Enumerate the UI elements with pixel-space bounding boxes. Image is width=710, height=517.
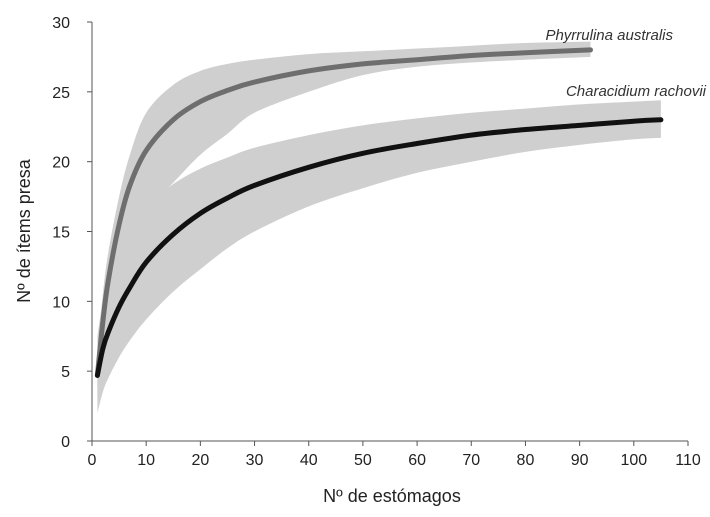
x-tick-label: 70 [462, 452, 480, 469]
series-line-characidium-rachovii [94, 117, 664, 378]
y-tick-label: 0 [61, 434, 70, 451]
x-tick-label: 30 [246, 452, 264, 469]
series-label-characidium: Characidium rachovii [566, 83, 707, 100]
x-axis-title: Nº de estómagos [323, 486, 461, 506]
series-line-phyrrulina-australis [94, 47, 593, 378]
x-ticks: 0 10 20 30 40 50 60 70 80 90 100 110 [88, 441, 701, 469]
y-ticks: 0 5 10 15 20 25 30 [52, 15, 92, 451]
x-tick-label: 10 [137, 452, 155, 469]
y-tick-label: 10 [52, 294, 70, 311]
x-tick-label: 60 [408, 452, 426, 469]
y-axis-title: Nº de ítems presa [14, 158, 34, 303]
series-label-phyrrulina: Phyrrulina australis [545, 27, 673, 44]
ci-band-characidium-rachovii [97, 100, 661, 414]
ci-band-phyrrulina-australis [97, 41, 591, 400]
y-tick-label: 15 [52, 225, 70, 242]
x-tick-label: 90 [571, 452, 589, 469]
x-tick-label: 100 [620, 452, 647, 469]
y-tick-label: 25 [52, 85, 70, 102]
y-tick-label: 20 [52, 155, 70, 172]
x-tick-label: 80 [517, 452, 535, 469]
x-tick-label: 40 [300, 452, 318, 469]
confidence-bands [97, 41, 661, 414]
x-tick-label: 110 [675, 452, 701, 469]
x-tick-label: 20 [191, 452, 209, 469]
x-tick-label: 50 [354, 452, 372, 469]
y-tick-label: 5 [61, 364, 70, 381]
y-tick-label: 30 [52, 15, 70, 32]
x-tick-label: 0 [88, 452, 97, 469]
series-lines [94, 47, 664, 378]
